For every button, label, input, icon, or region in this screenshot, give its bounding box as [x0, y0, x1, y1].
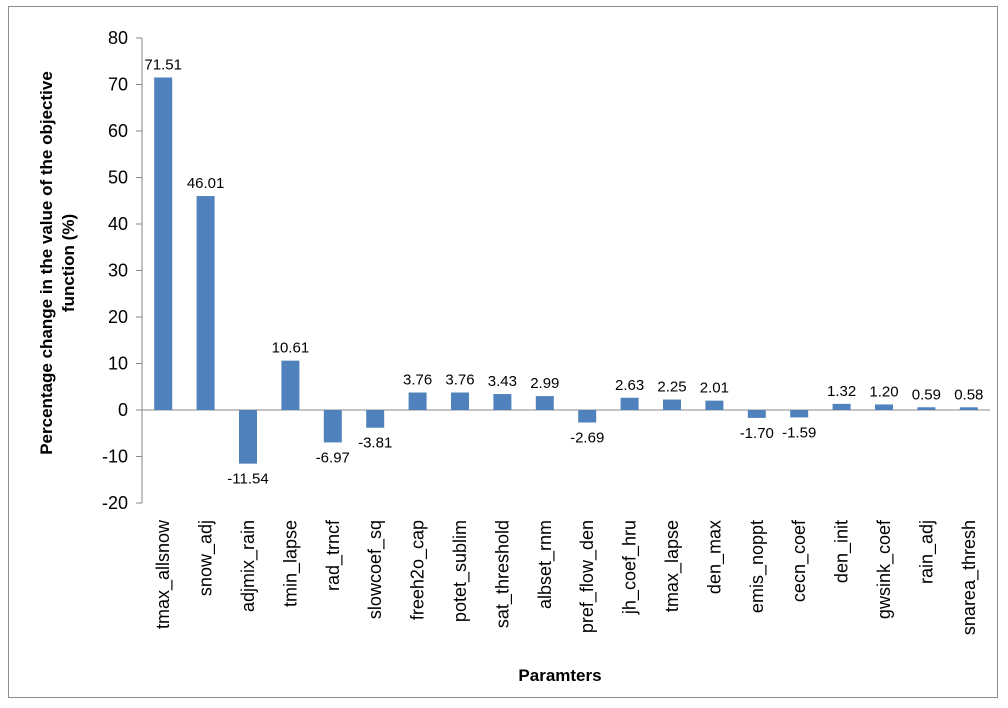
y-tick-label: 0: [118, 400, 128, 420]
bar: [196, 196, 215, 410]
category-label: snow_adj: [196, 520, 217, 596]
bar: [366, 410, 385, 428]
category-label: gwsink_coef: [874, 519, 895, 619]
data-label: 71.51: [144, 56, 182, 73]
category-label: rain_adj: [916, 520, 937, 584]
category-label: cecn_coef: [789, 519, 810, 602]
y-tick-label: 10: [108, 354, 128, 374]
y-axis-title: Percentage change in the value of the ob…: [37, 71, 78, 455]
bar: [620, 397, 639, 410]
bar: [535, 396, 554, 410]
y-tick-label: 50: [108, 168, 128, 188]
bar: [281, 360, 300, 410]
y-tick-label: 40: [108, 214, 128, 234]
y-tick-label: -10: [102, 447, 128, 467]
bar: [493, 394, 512, 410]
y-tick-label: -20: [102, 493, 128, 513]
category-label: rad_trncf: [323, 519, 344, 591]
y-axis-title-line-2: function (%): [59, 214, 78, 312]
y-tick-label: 80: [108, 28, 128, 48]
chart-frame: [8, 6, 998, 698]
category-label: tmax_allsnow: [153, 519, 174, 629]
category-label: freeh2o_cap: [408, 520, 429, 620]
y-axis-title-line-1: Percentage change in the value of the ob…: [37, 71, 56, 455]
bar: [790, 410, 809, 418]
category-label: den_init: [832, 520, 853, 583]
category-label: adjmix_rain: [238, 520, 259, 612]
category-label: sat_threshold: [492, 520, 513, 628]
category-label: albset_rnm: [535, 520, 556, 609]
data-label: -11.54: [227, 471, 268, 488]
data-label: 0.59: [912, 386, 941, 403]
bar: [154, 77, 173, 410]
data-label: 3.43: [488, 373, 517, 390]
category-label: snarea_thresh: [959, 520, 980, 635]
category-label: jh_coef_hru: [620, 520, 641, 615]
bar: [959, 407, 978, 410]
category-label: tmax_lapse: [662, 520, 683, 612]
data-label: 1.20: [869, 383, 898, 400]
data-label: -1.70: [740, 425, 774, 442]
y-tick-label: 20: [108, 307, 128, 327]
bar: [239, 410, 257, 464]
x-axis-title: Paramters: [518, 666, 601, 685]
data-label: 1.32: [827, 383, 856, 400]
data-label: 46.01: [187, 175, 225, 192]
plot-area: 80 70 60 50 40 30 20 10 0 -10 -20 71.51 tmax_allsnow…: [102, 28, 990, 635]
data-label: -3.81: [358, 435, 392, 452]
data-label: 10.61: [272, 340, 310, 357]
bar: [747, 410, 766, 418]
bar: [875, 404, 893, 410]
category-label: den_max: [704, 520, 725, 594]
category-label: emis_noppt: [747, 520, 768, 613]
data-label: 2.25: [657, 379, 686, 396]
bar: [323, 410, 342, 443]
category-label: slowcoef_sq: [365, 520, 386, 619]
category-label: potet_sublim: [450, 520, 471, 622]
bar: [832, 403, 851, 410]
data-label: 2.63: [615, 377, 644, 394]
y-tick-label: 70: [108, 75, 128, 95]
category-label: tmin_lapse: [280, 520, 301, 607]
data-label: 0.58: [954, 386, 983, 403]
bar: [408, 392, 427, 410]
bar: [451, 392, 469, 410]
bar: [917, 407, 936, 410]
category-label: pref_flow_den: [577, 520, 598, 633]
data-label: -1.59: [782, 424, 816, 441]
data-label: 3.76: [403, 372, 432, 389]
data-label: -2.69: [570, 430, 604, 447]
bar: [705, 400, 724, 410]
data-label: 2.01: [700, 380, 729, 397]
y-tick-label: 30: [108, 261, 128, 281]
y-tick-label: 60: [108, 121, 128, 141]
data-label: -6.97: [316, 449, 350, 466]
bar: [663, 399, 681, 410]
data-label: 3.76: [445, 372, 474, 389]
data-label: 2.99: [530, 375, 559, 392]
bar: [578, 410, 597, 423]
